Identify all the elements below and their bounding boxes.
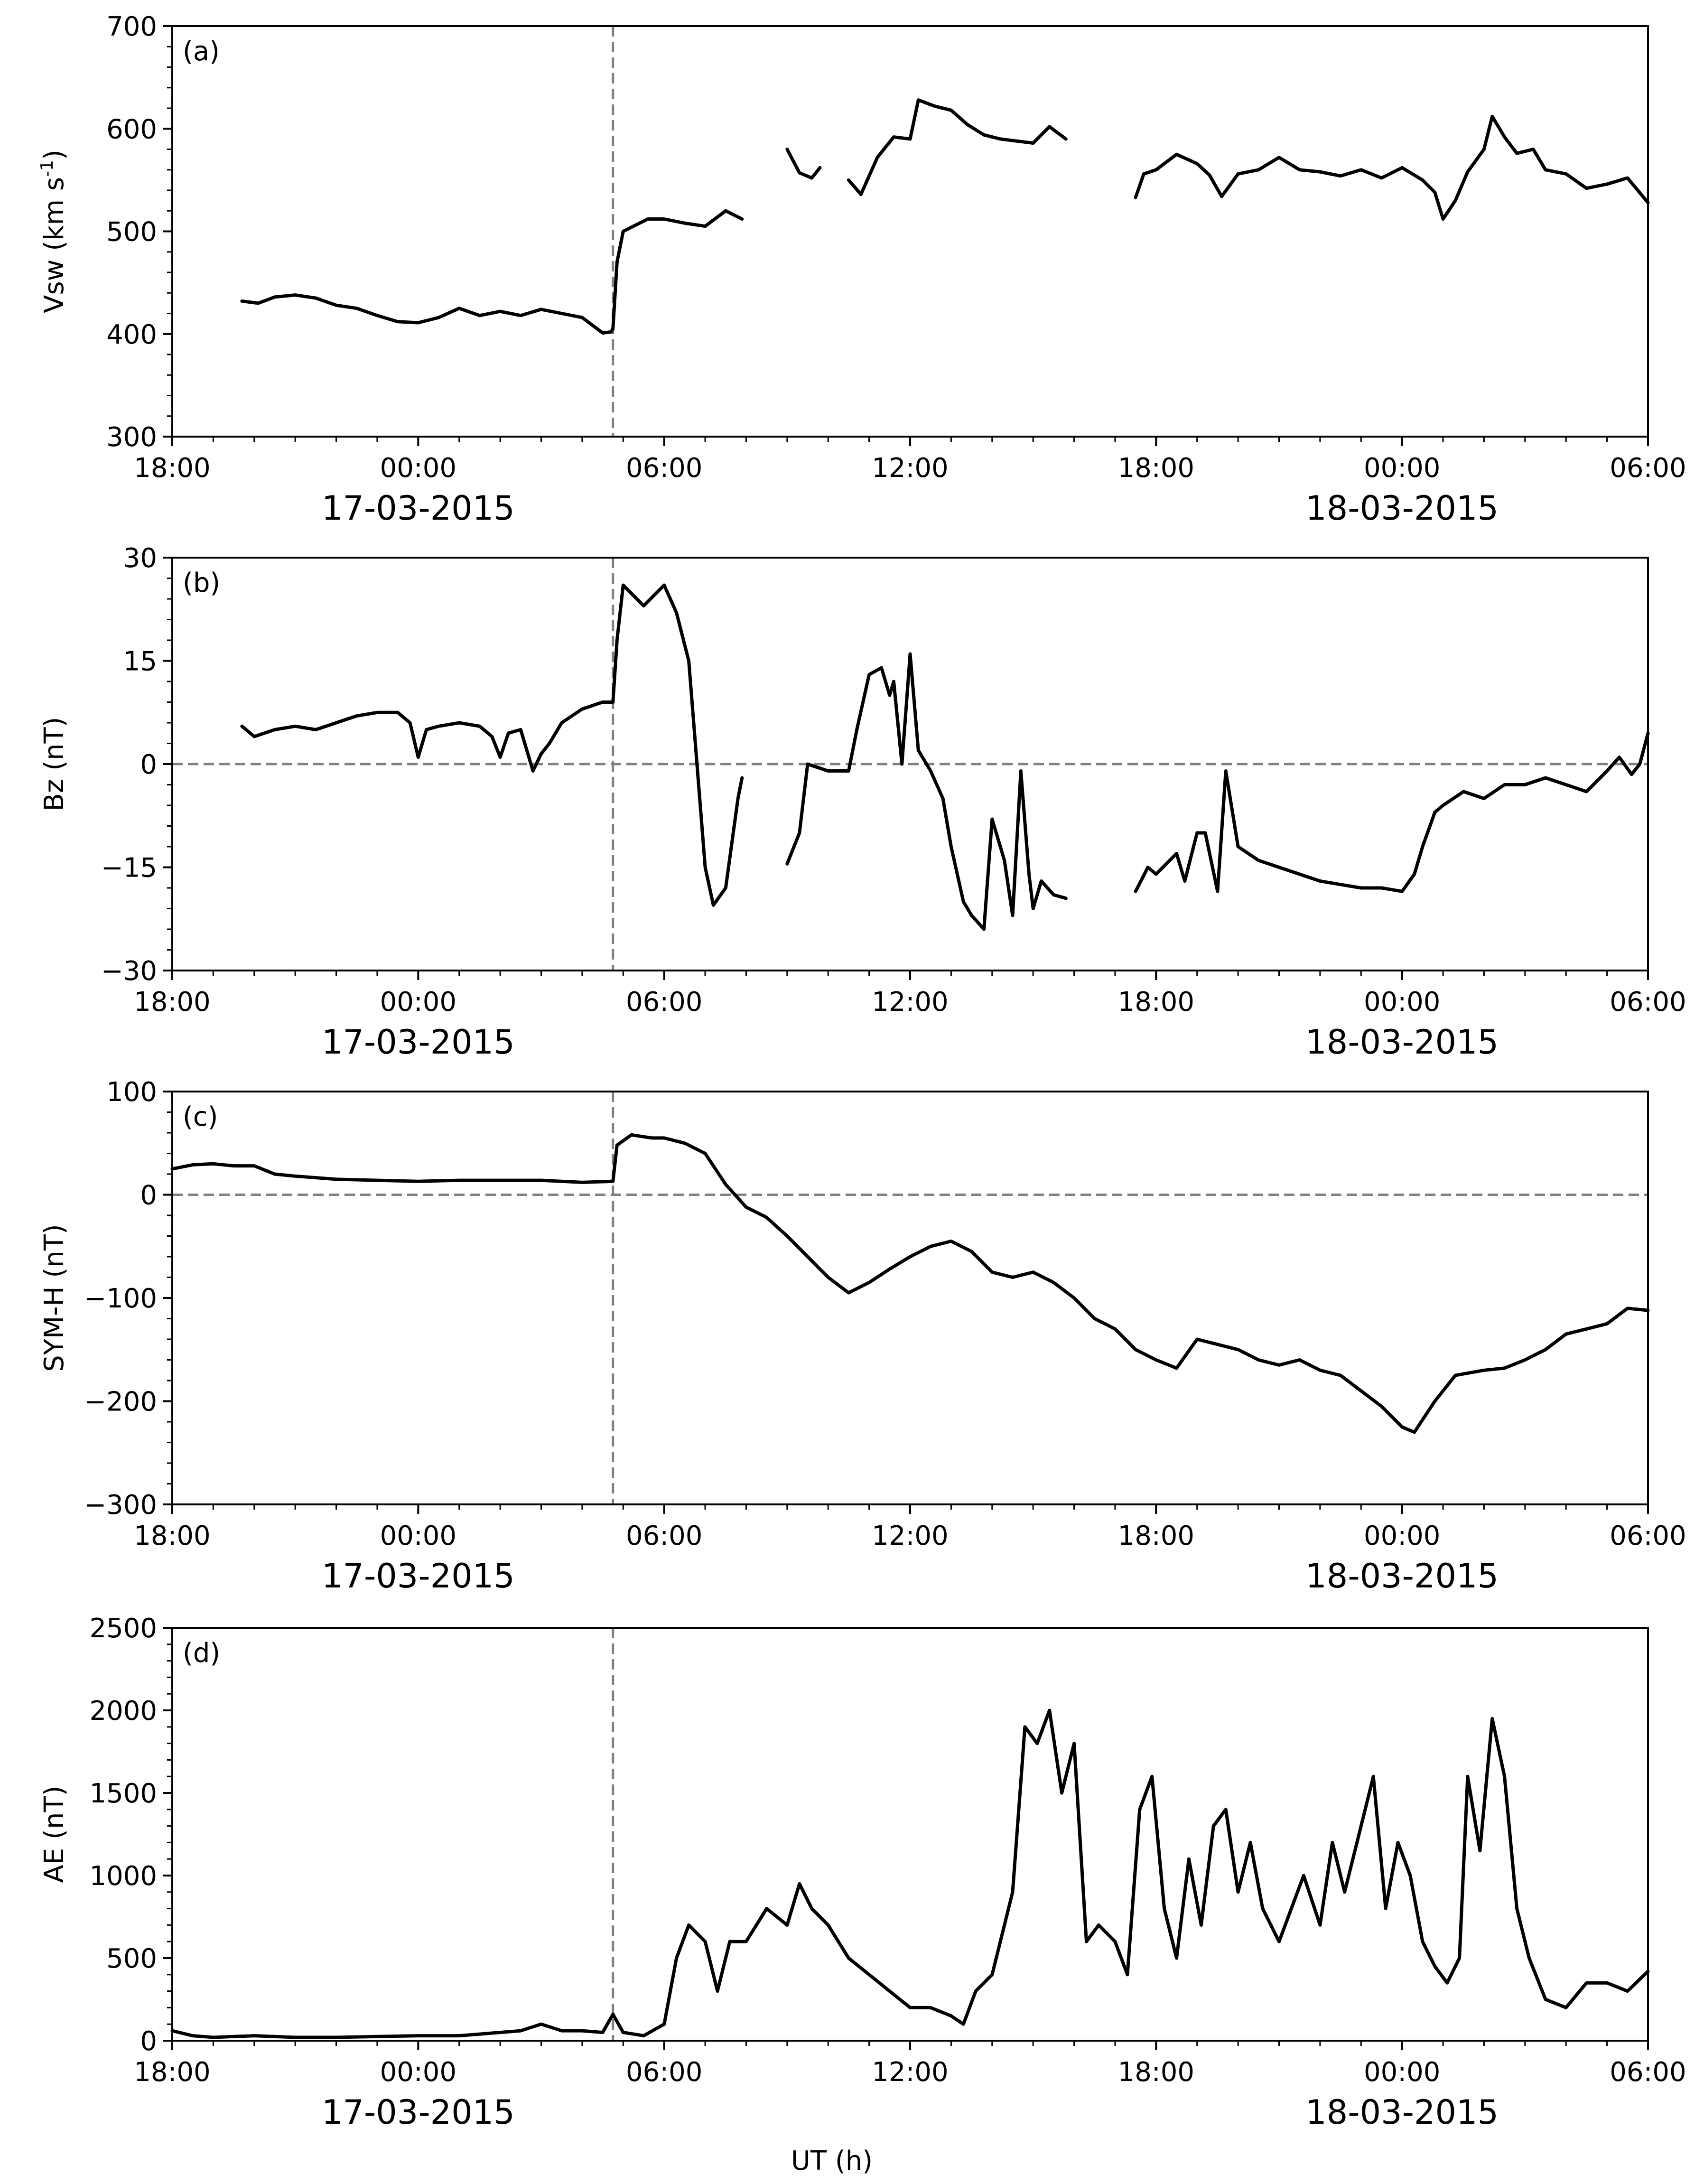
panel-a-y-tick-label: 400 bbox=[106, 319, 157, 350]
panel-a-x-tick-label: 12:00 bbox=[872, 453, 948, 484]
panel-d-y-axis-title: AE (nT) bbox=[39, 1786, 70, 1883]
panel-c-x-tick-label: 06:00 bbox=[1610, 1521, 1686, 1551]
panel-c-y-tick-label: −300 bbox=[84, 1490, 157, 1521]
panel-d-x-tick-label: 00:00 bbox=[1364, 2057, 1440, 2088]
panel-b-x-tick-label: 06:00 bbox=[626, 987, 702, 1017]
panel-c-y-tick-label: 0 bbox=[140, 1180, 157, 1211]
panel-b-tag: (b) bbox=[183, 568, 220, 598]
panel-d-series-segment-0 bbox=[170, 1708, 1650, 2039]
panel-b-date-label: 17-03-2015 bbox=[322, 1023, 515, 1062]
panel-b-x-tick-label: 18:00 bbox=[1118, 987, 1194, 1017]
panel-a-tag: (a) bbox=[183, 36, 220, 67]
panel-d-y-tick-label: 2500 bbox=[89, 1613, 157, 1644]
panel-a-date-label: 17-03-2015 bbox=[322, 489, 515, 528]
panel-a-x-tick-label: 18:00 bbox=[1118, 453, 1194, 484]
panel-d-x-tick-label: 06:00 bbox=[626, 2057, 702, 2088]
panel-a-x-tick-label: 00:00 bbox=[380, 453, 456, 484]
panel-a-series-segment-3 bbox=[1134, 114, 1650, 221]
panel-d-y-tick-label: 1500 bbox=[89, 1778, 157, 1809]
panel-b-y-tick-label: 30 bbox=[123, 543, 157, 574]
panel-a-x-tick-label: 06:00 bbox=[626, 453, 702, 484]
panel-b-x-tick-label: 00:00 bbox=[380, 987, 456, 1017]
panel-b-series-segment-2 bbox=[1134, 731, 1650, 893]
panel-a: 300 400 500 600 700 18:00 00:00 06:00 12:00 18:00… bbox=[37, 11, 1686, 528]
panel-b-date-label: 18-03-2015 bbox=[1305, 1023, 1499, 1062]
panel-b-x-tick-label: 12:00 bbox=[872, 987, 948, 1017]
panel-a-y-tick-label: 600 bbox=[106, 114, 157, 145]
panel-a-date-label: 18-03-2015 bbox=[1305, 489, 1499, 528]
panel-d-y-tick-label: 500 bbox=[106, 1943, 157, 1974]
panel-b-x-tick-label: 00:00 bbox=[1364, 987, 1440, 1017]
panel-d-x-tick-label: 00:00 bbox=[380, 2057, 456, 2088]
panel-a-y-axis-title-main: Vsw (km s bbox=[39, 177, 70, 313]
panel-b-series-segment-0 bbox=[240, 583, 744, 907]
panel-d-x-tick-label: 06:00 bbox=[1610, 2057, 1686, 2088]
panel-c-x-tick-label: 18:00 bbox=[134, 1521, 210, 1551]
panel-d-date-label: 17-03-2015 bbox=[322, 2093, 515, 2132]
panel-c-x-tick-label: 18:00 bbox=[1118, 1521, 1194, 1551]
panel-a-y-axis-title-sup: -1 bbox=[37, 160, 57, 177]
panel-b-y-axis-title: Bz (nT) bbox=[39, 717, 70, 811]
panel-b-y-tick-label: 0 bbox=[140, 749, 157, 780]
panel-b: −30 −15 0 15 30 18:00 00:00 06:00 12:00 18:00 00:0… bbox=[39, 543, 1686, 1062]
panel-a-y-tick-label: 500 bbox=[106, 217, 157, 248]
panel-b-x-tick-label: 06:00 bbox=[1610, 987, 1686, 1017]
panel-a-y-axis-title: Vsw (km s-1) bbox=[37, 149, 70, 313]
panel-a-y-axis-title-close: ) bbox=[39, 149, 70, 160]
panel-d-x-tick-label: 12:00 bbox=[872, 2057, 948, 2088]
panel-a-y-tick-label: 300 bbox=[106, 422, 157, 453]
panel-a-x-tick-label: 06:00 bbox=[1610, 453, 1686, 484]
panel-c-y-tick-label: −200 bbox=[84, 1387, 157, 1418]
panel-d-y-tick-label: 0 bbox=[140, 2026, 157, 2057]
panel-d-x-tick-label: 18:00 bbox=[134, 2057, 210, 2088]
x-axis-title: UT (h) bbox=[791, 2146, 873, 2176]
panel-c-tag: (c) bbox=[183, 1101, 218, 1132]
panel-c-x-tick-label: 00:00 bbox=[1364, 1521, 1440, 1551]
panel-b-y-tick-label: −15 bbox=[101, 853, 157, 884]
panel-a-x-tick-label: 18:00 bbox=[134, 453, 210, 484]
panel-c-date-label: 18-03-2015 bbox=[1305, 1557, 1499, 1596]
panel-d: 0 500 1000 1500 2000 2500 18:00 00:00 06:00 12:00… bbox=[39, 1613, 1686, 2132]
panel-c-x-tick-label: 00:00 bbox=[380, 1521, 456, 1551]
panel-d-y-tick-label: 2000 bbox=[89, 1696, 157, 1727]
panel-a-y-tick-label: 700 bbox=[106, 11, 157, 42]
panel-a-x-tick-label: 00:00 bbox=[1364, 453, 1440, 484]
panel-a-series-segment-0 bbox=[240, 209, 744, 335]
panel-c-date-label: 17-03-2015 bbox=[322, 1557, 515, 1596]
panel-c-y-tick-label: 100 bbox=[106, 1077, 157, 1108]
panel-a-series-segment-2 bbox=[847, 98, 1068, 196]
panel-c: −300 −200 −100 0 100 18:00 00:00 06:00 12:00 18:0… bbox=[39, 1077, 1686, 1596]
panel-d-y-tick-label: 1000 bbox=[89, 1861, 157, 1892]
panel-c-series-segment-0 bbox=[170, 1133, 1650, 1434]
panel-d-x-tick-label: 18:00 bbox=[1118, 2057, 1194, 2088]
panel-c-y-axis-title: SYM-H (nT) bbox=[39, 1224, 70, 1372]
panel-c-x-tick-label: 12:00 bbox=[872, 1521, 948, 1551]
panel-b-x-tick-label: 18:00 bbox=[134, 987, 210, 1017]
panel-a-series-segment-1 bbox=[785, 148, 822, 180]
panel-b-series-segment-1 bbox=[785, 652, 1068, 931]
panel-b-y-tick-label: −30 bbox=[101, 956, 157, 987]
panel-c-y-tick-label: −100 bbox=[84, 1283, 157, 1314]
panel-b-y-tick-label: 15 bbox=[123, 646, 157, 677]
panel-d-date-label: 18-03-2015 bbox=[1305, 2093, 1499, 2132]
panel-d-tag: (d) bbox=[183, 1638, 220, 1669]
panel-c-x-tick-label: 06:00 bbox=[626, 1521, 702, 1551]
